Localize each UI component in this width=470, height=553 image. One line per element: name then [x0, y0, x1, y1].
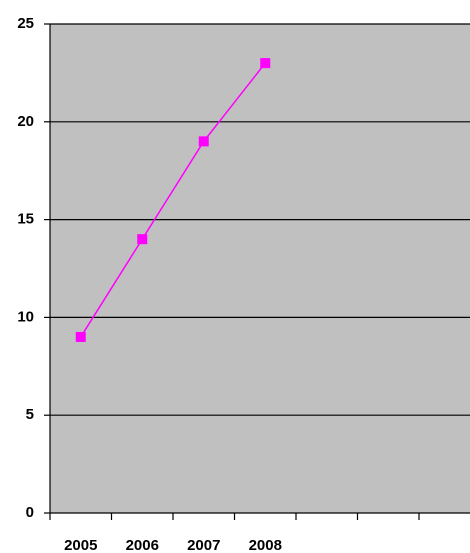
- x-tick-label: 2008: [249, 537, 282, 553]
- y-tick-label: 15: [17, 211, 34, 228]
- data-point: [137, 234, 148, 245]
- plot-area: [50, 24, 470, 513]
- x-tick-label: 2005: [64, 537, 97, 553]
- y-tick-label: 10: [17, 308, 34, 325]
- data-point: [198, 136, 209, 147]
- y-tick-label: 20: [17, 113, 34, 130]
- data-line: [80, 62, 266, 338]
- y-tick-label: 5: [26, 406, 34, 423]
- x-tick-label: 2006: [126, 537, 159, 553]
- y-tick-label: 25: [17, 15, 34, 32]
- x-tick-label: 2007: [187, 537, 220, 553]
- data-point: [75, 331, 86, 342]
- data-point: [260, 58, 271, 69]
- y-tick-label: 0: [26, 504, 34, 521]
